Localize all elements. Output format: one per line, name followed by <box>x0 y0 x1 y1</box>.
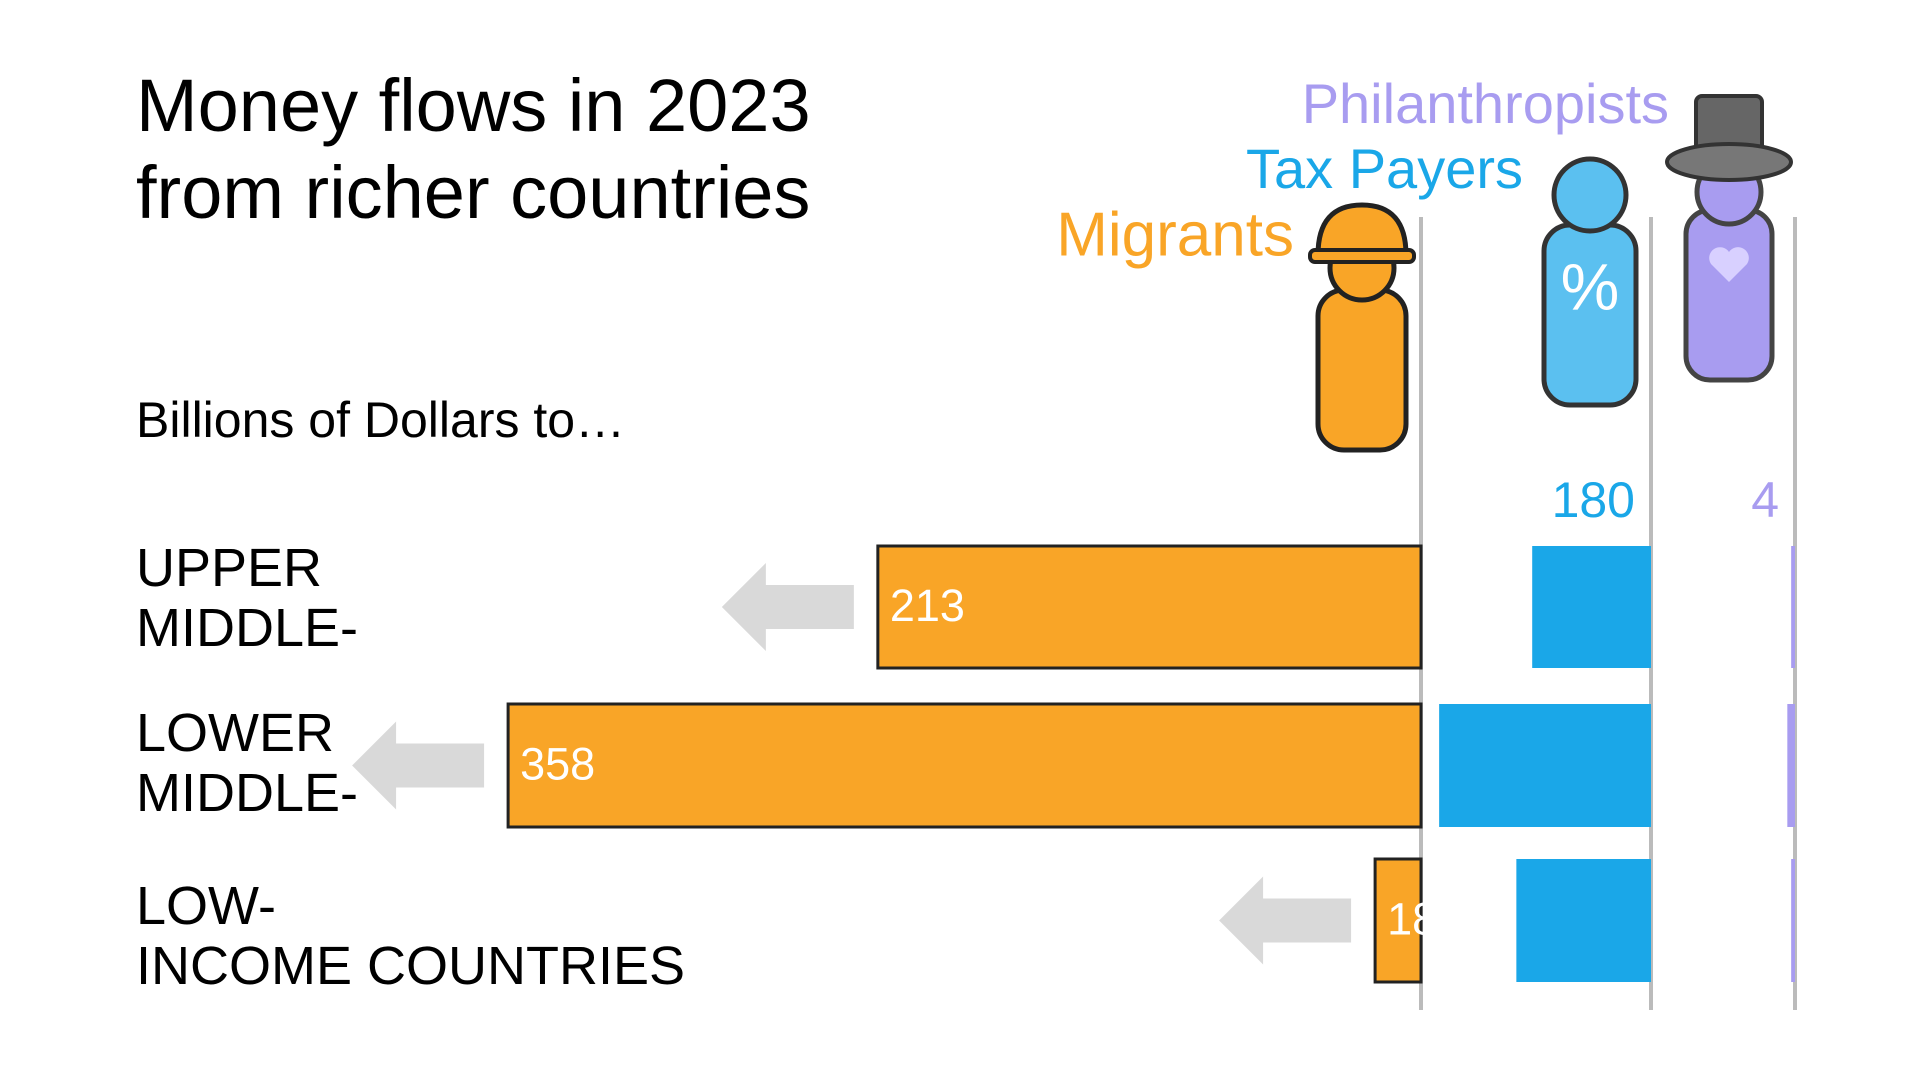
flow-arrow <box>352 721 485 810</box>
bar <box>506 702 1423 829</box>
migrant-icon <box>1308 202 1416 453</box>
icon-symbol: % <box>1561 249 1620 323</box>
bar <box>1791 859 1795 982</box>
category-label: LOW- INCOME COUNTRIES <box>136 876 686 996</box>
bar <box>1787 704 1795 827</box>
chart-title: Money flows in 2023 from richer countrie… <box>136 64 811 234</box>
chart-subtitle: Billions of Dollars to… <box>136 392 626 448</box>
category-label: UPPER MIDDLE- <box>136 538 359 658</box>
value-label: 4 <box>1751 472 1779 528</box>
flow-arrow <box>1219 876 1352 965</box>
taxpayer-icon: % <box>1541 156 1639 408</box>
value-label: 180 <box>1552 472 1635 528</box>
legend-label: Philanthropists <box>1302 72 1669 135</box>
value-label: 358 <box>520 738 595 789</box>
bar <box>876 544 1423 670</box>
bar <box>1791 546 1795 668</box>
legend-label: Migrants <box>1056 200 1294 269</box>
value-label: 18 <box>1387 893 1437 944</box>
legend-label: Tax Payers <box>1246 137 1523 200</box>
value-label: 213 <box>890 580 965 631</box>
bar <box>1532 546 1651 668</box>
flow-arrow <box>721 563 854 651</box>
bar <box>1516 859 1651 982</box>
bar <box>1439 704 1651 827</box>
philanthropist-icon <box>1665 94 1793 383</box>
category-label: LOWER MIDDLE- <box>136 703 359 823</box>
bar <box>1373 857 1423 984</box>
